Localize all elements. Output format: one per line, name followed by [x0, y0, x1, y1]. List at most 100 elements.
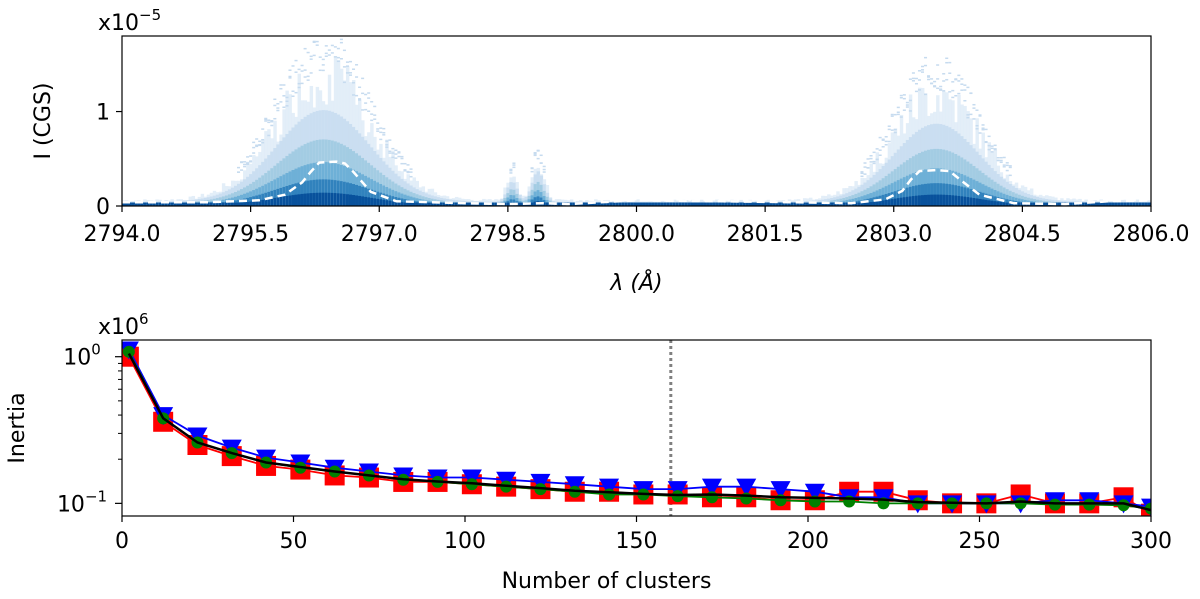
density-column [911, 196, 916, 206]
density-column [536, 196, 541, 206]
density-outlier [342, 66, 346, 68]
density-outlier [294, 59, 298, 62]
density-column [606, 202, 610, 206]
density-column [403, 202, 407, 206]
density-column [836, 202, 840, 206]
density-column [1090, 202, 1094, 206]
density-column [1111, 202, 1116, 206]
density-column [821, 202, 825, 206]
density-outlier [863, 173, 867, 175]
density-outlier [963, 89, 967, 91]
bottom-x-tick-label: 250 [959, 529, 1001, 554]
density-column [1042, 202, 1046, 206]
density-column [872, 201, 876, 206]
density-column [757, 202, 761, 206]
density-outlier [902, 109, 906, 111]
density-column [1029, 202, 1034, 206]
density-outlier [987, 148, 991, 151]
density-column [557, 202, 562, 206]
density-outlier [333, 46, 337, 48]
density-outlier [917, 89, 921, 91]
density-outlier [975, 128, 979, 130]
density-outlier [936, 78, 940, 80]
density-outlier [890, 115, 894, 117]
bottom-x-tick-label: 50 [280, 529, 308, 554]
density-column [866, 202, 870, 206]
density-column [603, 202, 607, 206]
density-outlier [987, 135, 991, 138]
density-outlier [512, 162, 516, 164]
density-outlier [361, 109, 365, 111]
density-column [170, 202, 174, 206]
density-column [246, 201, 250, 206]
density-outlier [1002, 166, 1006, 168]
density-outlier [342, 49, 346, 52]
density-outlier [279, 101, 283, 103]
density-column [675, 202, 680, 206]
density-column [930, 194, 934, 206]
density-outlier [890, 129, 894, 131]
density-column [833, 202, 837, 206]
density-column [645, 202, 650, 206]
density-column [1135, 202, 1140, 206]
density-column [318, 192, 323, 206]
density-outlier [261, 141, 265, 144]
density-outlier [542, 168, 546, 171]
density-column [924, 194, 928, 206]
density-column [899, 197, 904, 206]
density-column [748, 202, 752, 206]
density-outlier [936, 64, 940, 66]
density-column [306, 193, 311, 206]
density-outlier [996, 157, 1000, 159]
density-outlier [960, 89, 964, 91]
density-outlier [312, 41, 316, 44]
density-column [585, 202, 589, 206]
density-column [370, 197, 374, 206]
density-column [930, 183, 934, 206]
density-column [591, 202, 595, 206]
density-outlier [400, 157, 404, 160]
density-column [863, 202, 867, 206]
density-column [479, 202, 483, 206]
density-outlier [288, 69, 292, 71]
density-outlier [285, 105, 289, 107]
density-column [445, 202, 450, 206]
density-outlier [303, 76, 307, 78]
density-column [276, 197, 280, 206]
density-column [321, 192, 326, 206]
density-column [1120, 202, 1125, 206]
density-column [860, 202, 864, 206]
density-outlier [385, 144, 389, 146]
density-outlier [996, 159, 1000, 162]
density-outlier [276, 103, 280, 105]
density-column [143, 202, 147, 206]
top-x-tick-label: 2804.5 [984, 222, 1061, 247]
density-outlier [954, 94, 958, 97]
density-column [539, 197, 544, 206]
density-outlier [403, 169, 407, 171]
top-y-multiplier: x10−5 [98, 6, 161, 36]
density-outlier [406, 170, 410, 173]
density-outlier [324, 52, 328, 55]
density-outlier [951, 96, 955, 99]
data-point-triangle [804, 483, 825, 502]
top-y-tick-label: 0 [96, 195, 110, 220]
density-outlier [364, 93, 368, 96]
density-outlier [933, 85, 937, 88]
density-outlier [388, 150, 392, 153]
density-column [206, 202, 211, 206]
density-outlier [279, 87, 283, 90]
density-outlier [388, 152, 392, 154]
density-column [1081, 202, 1085, 206]
density-outlier [273, 117, 277, 120]
density-column [352, 195, 356, 206]
density-outlier [530, 167, 534, 169]
density-outlier [1005, 162, 1009, 164]
density-outlier [246, 162, 250, 164]
density-column [243, 202, 247, 206]
density-outlier [285, 96, 289, 99]
density-column [506, 202, 510, 206]
density-outlier [358, 99, 362, 101]
density-outlier [264, 117, 268, 120]
